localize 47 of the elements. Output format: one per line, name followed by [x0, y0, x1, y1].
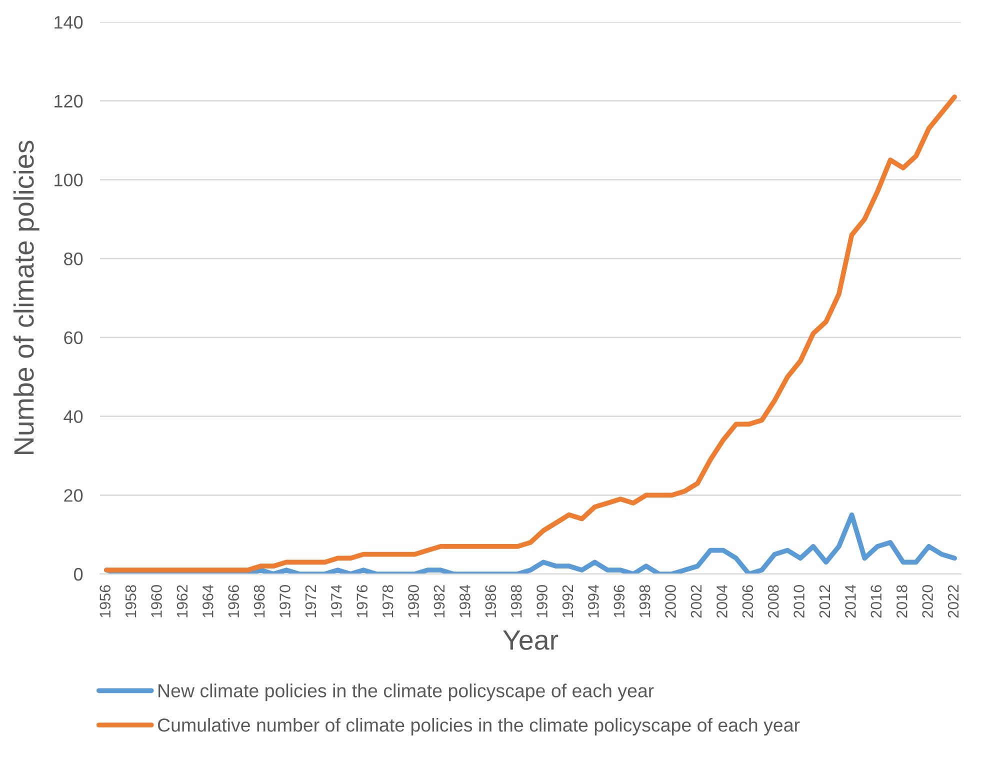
- x-tick-label: 1962: [176, 585, 188, 618]
- x-tick-label: 1960: [151, 585, 162, 618]
- line-series: [104, 94, 958, 572]
- x-tick-label: 1964: [202, 584, 214, 618]
- y-tick-label: 140: [54, 16, 83, 29]
- x-tick-label: 1958: [125, 585, 136, 618]
- x-tick-label: 1968: [254, 585, 265, 618]
- x-tick-label: 1956: [100, 585, 111, 618]
- x-tick-label: 1970: [280, 585, 290, 618]
- x-tick-label: 1976: [356, 585, 368, 618]
- x-tick-label: 1994: [588, 584, 599, 618]
- x-tick-label: 2004: [716, 584, 728, 618]
- x-tick-label: 1998: [639, 585, 650, 618]
- y-tick-label: 20: [64, 489, 83, 502]
- legend-label: Cumulative number of climate policies in the climate policyscape of each year: [158, 718, 800, 736]
- x-tick-label: 2002: [690, 585, 702, 618]
- x-tick-label: 1990: [536, 585, 548, 618]
- x-tick-label: 2000: [665, 585, 676, 618]
- y-tick-label: 100: [54, 174, 83, 186]
- x-axis-title: Year: [503, 630, 558, 650]
- x-tick-label: 2010: [794, 585, 804, 618]
- x-tick-label: 2020: [922, 585, 933, 618]
- x-tick-label: 1986: [485, 585, 496, 618]
- x-tick-label: 2008: [768, 585, 779, 618]
- x-tick-label: 2012: [819, 585, 830, 618]
- x-tick-label: 1996: [614, 585, 625, 618]
- x-tick-label: 1984: [460, 584, 470, 618]
- x-tick-label: 2022: [948, 585, 959, 618]
- y-tick-label: 40: [64, 410, 83, 424]
- x-tick-label: 1982: [434, 585, 445, 618]
- x-tick-label: 1988: [510, 585, 522, 618]
- y-tick-label: 80: [64, 252, 83, 266]
- x-tick-label: 2016: [870, 585, 882, 618]
- x-tick-label: 1966: [228, 585, 240, 618]
- x-tick-label: 2006: [742, 585, 754, 618]
- y-axis-title: Numbe of climate policies: [13, 140, 40, 454]
- x-tick-label: 2014: [845, 584, 856, 618]
- x-tick-label: 1980: [408, 585, 419, 618]
- x-tick-label: 1974: [331, 584, 342, 618]
- x-tick-label: 1978: [382, 585, 394, 618]
- x-tick-label: 1992: [562, 585, 574, 618]
- y-tick-label: 120: [54, 94, 83, 108]
- y-tick-label: 0: [74, 568, 83, 581]
- y-tick-label: 60: [64, 331, 83, 344]
- legend-label: New climate policies in the climate policyscape of each year: [158, 684, 654, 702]
- x-tick-label: 2018: [896, 585, 908, 618]
- x-tick-label: 1972: [305, 585, 316, 618]
